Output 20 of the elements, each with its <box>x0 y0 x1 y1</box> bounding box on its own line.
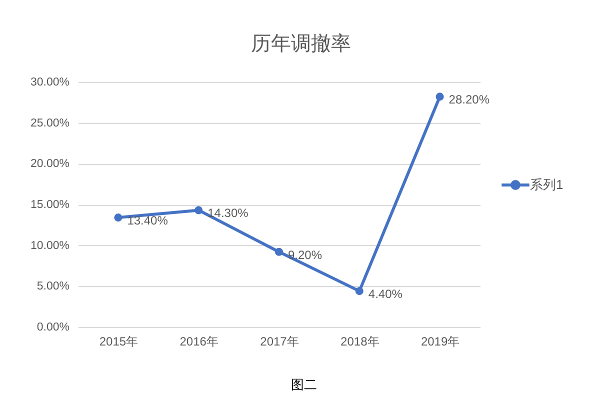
data-label: 28.20% <box>448 92 490 107</box>
x-tick-label: 2019年 <box>420 334 460 348</box>
x-tick-label: 2016年 <box>180 334 218 348</box>
data-label: 13.40% <box>127 214 168 228</box>
y-tick-label: 0.00% <box>36 322 70 334</box>
x-tick-label: 2018年 <box>340 334 380 348</box>
y-tick-label: 20.00% <box>30 158 70 170</box>
data-label: 14.30% <box>208 206 249 220</box>
y-tick-label: 5.00% <box>36 280 70 293</box>
text: 图二 <box>291 377 317 392</box>
y-tick-label: 15.00% <box>30 199 70 211</box>
data-label: 9.20% <box>288 248 322 262</box>
data-label: 4.40% <box>368 287 403 302</box>
y-tick-label: 30.00% <box>30 76 70 88</box>
x-tick-label: 2015年 <box>99 334 138 348</box>
y-tick-label: 25.00% <box>30 117 70 130</box>
legend-label: 系列1 <box>530 177 564 192</box>
chart-title: 历年调撤率 <box>251 33 351 55</box>
x-tick-label: 2017年 <box>260 334 299 348</box>
y-tick-label: 10.00% <box>30 240 70 252</box>
